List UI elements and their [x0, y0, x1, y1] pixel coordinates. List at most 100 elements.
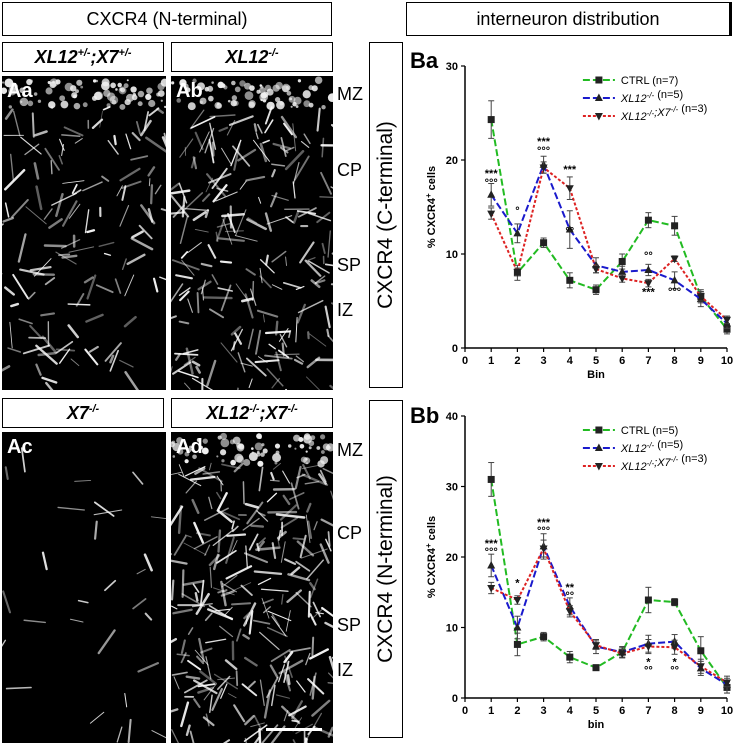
micrograph-signal [28, 336, 47, 340]
micrograph-signal [178, 287, 191, 296]
micrograph-signal [204, 612, 213, 622]
micrograph-signal [244, 82, 252, 90]
micrograph-signal [93, 501, 115, 517]
x-tick-label: 1 [488, 355, 494, 367]
y-tick-label: 0 [452, 343, 458, 355]
micrograph-signal [299, 241, 315, 264]
genotype-ab-text: XL12-/- [225, 46, 279, 67]
micrograph-signal [305, 652, 311, 666]
micrograph-signal [279, 504, 298, 521]
micrograph-signal [216, 222, 231, 228]
micrograph-signal [95, 284, 114, 294]
micrograph-signal [144, 612, 153, 621]
x-tick-label: 2 [514, 355, 520, 367]
micrograph-signal [9, 321, 13, 349]
significance-mark: °°° [485, 177, 498, 189]
micrograph-signal [104, 579, 117, 592]
micrograph-signal [163, 132, 166, 145]
significance-mark: *** [485, 168, 499, 180]
micrograph-signal [319, 469, 327, 483]
micrograph-signal [308, 102, 314, 108]
micrograph-signal [171, 440, 176, 445]
micrograph-signal [304, 737, 309, 743]
micrograph-signal [132, 598, 147, 610]
micrograph-signal [216, 455, 219, 458]
micrograph-signal [146, 87, 153, 94]
micrograph-signal [221, 575, 238, 588]
micrograph-signal [207, 85, 214, 92]
micrograph-signal [163, 105, 166, 109]
micrograph-signal [218, 126, 229, 132]
micrograph-signal [157, 82, 165, 91]
micrograph-signal [324, 263, 333, 267]
data-point [565, 608, 574, 616]
micrograph-signal [294, 465, 302, 490]
micrograph-signal [277, 537, 280, 547]
legend-label: XL12-/-;X7-/- (n=3) [620, 453, 707, 473]
micrograph-signal [102, 106, 111, 111]
micrograph-signal [183, 542, 207, 556]
micrograph-signal [119, 359, 134, 368]
micrograph-signal [226, 533, 247, 537]
micrograph-signal [199, 131, 210, 153]
micrograph-signal [177, 370, 199, 379]
micrograph-signal [266, 101, 275, 110]
micrograph-signal [92, 79, 97, 83]
micrograph-signal [57, 506, 85, 511]
micrograph-signal [171, 81, 175, 85]
significance-mark: *** [563, 164, 577, 176]
legend-label-part: (n=5) [654, 439, 683, 451]
micrograph-signal [193, 536, 218, 550]
micrograph-signal [204, 544, 211, 556]
micrograph-signal [245, 545, 248, 569]
micrograph-signal [19, 268, 45, 276]
micrograph-signal [299, 443, 305, 449]
micrograph-signal [2, 87, 8, 94]
micrograph-signal [266, 677, 279, 699]
micrograph-signal [130, 86, 137, 93]
micrograph-signal [19, 97, 29, 107]
micrograph-signal [211, 141, 215, 157]
micrograph-signal [330, 124, 333, 128]
micrograph-signal [274, 353, 300, 356]
micrograph-signal [286, 90, 292, 96]
micrograph-signal [114, 278, 122, 294]
micrograph-signal [255, 132, 259, 140]
legend-label-part: ;X7 [654, 107, 671, 119]
micrograph-signal [220, 438, 230, 448]
micrograph-signal [216, 475, 224, 486]
micrograph-signal [311, 675, 316, 700]
x-tick-label: 9 [698, 355, 704, 367]
micrograph-signal [226, 120, 236, 136]
series-line [490, 479, 728, 689]
micrograph-signal [303, 100, 311, 108]
data-point [592, 266, 600, 274]
micrograph-signal [282, 494, 291, 506]
micrograph-signal [225, 536, 235, 564]
micrograph-signal [69, 618, 84, 623]
micrograph-signal [181, 192, 204, 213]
micrograph-signal [156, 107, 164, 114]
micrograph-signal [276, 100, 285, 110]
micrograph-signal [29, 324, 43, 339]
micrograph-signal [316, 446, 321, 450]
data-point [644, 216, 652, 224]
legend-label-sup: -/- [671, 455, 679, 464]
micrograph-signal [2, 81, 5, 84]
data-point [539, 545, 548, 554]
micrograph-signal [148, 178, 151, 187]
micrograph-signal [109, 349, 119, 372]
micrograph-signal [132, 471, 144, 485]
micrograph-signal [303, 434, 312, 444]
micrograph-signal [222, 218, 233, 245]
significance-mark: °°° [537, 525, 550, 537]
micrograph-signal [11, 199, 29, 218]
micrograph-signal [271, 615, 287, 637]
micrograph-signal [216, 549, 237, 564]
micrograph-signal [61, 254, 78, 259]
micrograph-signal [279, 333, 288, 348]
micrograph-signal [281, 593, 284, 605]
micrograph-signal [261, 597, 270, 619]
micrograph-signal [259, 259, 275, 274]
significance-mark: °° [670, 665, 679, 677]
